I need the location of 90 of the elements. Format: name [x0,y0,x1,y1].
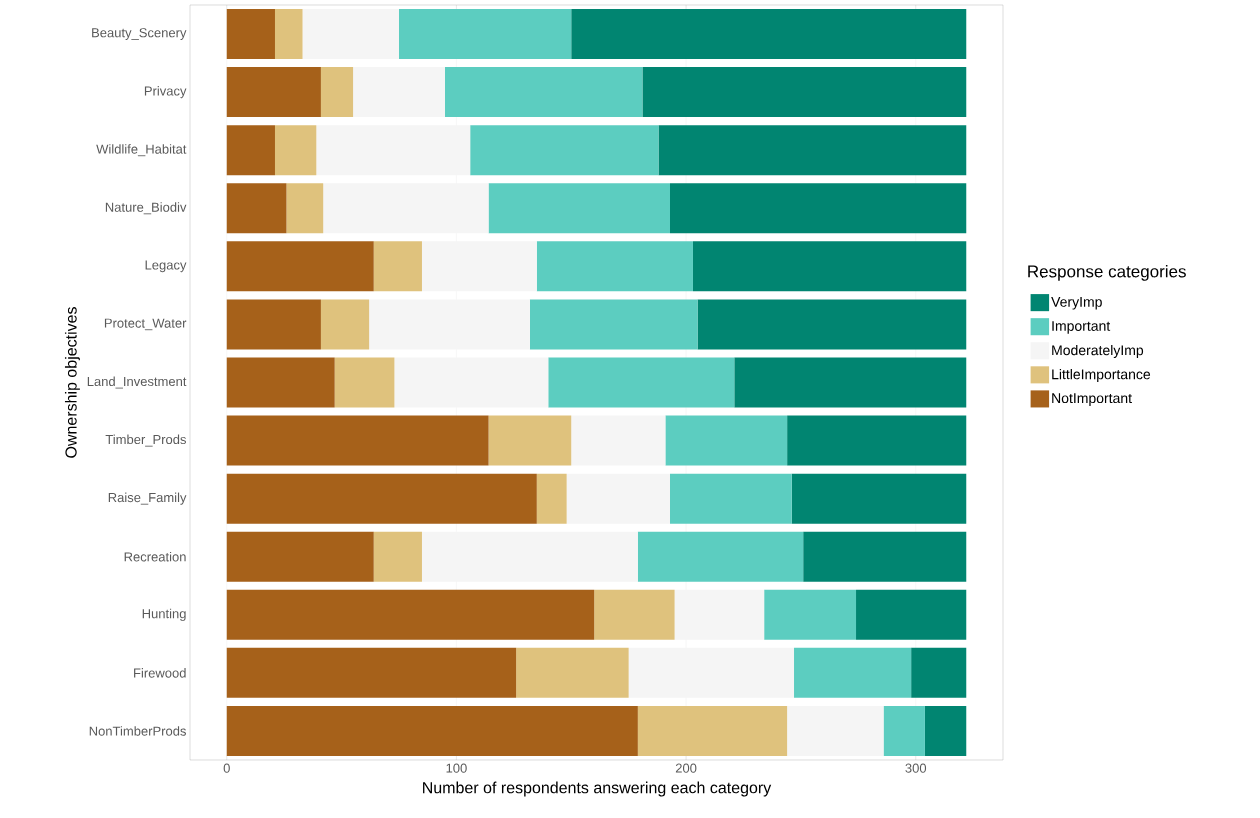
y-axis-title: Ownership objectives [64,307,80,458]
y-tick-label: Firewood [134,668,186,678]
bar [697,299,967,350]
y-tick-label: Privacy [144,86,187,99]
bar [548,357,735,408]
bar [226,9,275,60]
bar [674,589,765,640]
bar [911,647,967,698]
bar [791,473,967,524]
bar [856,589,967,640]
y-tick-label: Raise_Family [108,492,187,505]
bar [274,9,303,60]
bar [302,9,399,60]
x-tick-label: 300 [905,763,927,773]
bar [316,125,471,176]
bar [566,473,670,524]
bar [226,357,335,408]
bar [226,299,321,350]
y-tick-label: Hunting [142,608,186,621]
legend-label: Important [1052,321,1111,334]
y-tick-label: Land_Investment [87,376,187,389]
y-tick-label: Nature_Biodiv [105,202,187,215]
bar [323,183,489,234]
legend-label: LittleImportance [1052,369,1151,383]
bar [286,183,324,234]
bar [764,589,857,640]
bar [536,241,693,292]
bar [226,183,287,234]
bar [642,67,967,118]
bar [488,415,572,466]
x-axis-title: Number of respondents answering each category [423,781,772,797]
bar [421,531,638,582]
bar [734,357,967,408]
bar [670,473,792,524]
y-tick-label: Beauty_Scenery [92,28,187,40]
y-tick-label: Protect_Water [104,318,187,331]
bar [536,473,567,524]
bar [394,357,549,408]
bar [787,705,884,756]
x-tick-label: 200 [675,763,697,773]
bar [787,415,967,466]
y-tick-label: Legacy [145,260,187,273]
x-tick-label: 0 [223,763,230,773]
legend-label: ModeratelyImp [1052,344,1144,358]
bar [658,125,967,176]
bar [353,67,445,118]
bar [924,705,967,756]
bar [334,357,395,408]
bar [794,647,912,698]
bar [421,241,537,292]
bar [226,415,489,466]
bar [488,183,670,234]
bar [571,9,967,60]
y-tick-label: NonTimberProds [89,726,186,736]
bar [399,9,572,60]
x-tick-label: 100 [446,763,467,773]
bar [373,241,422,292]
bar [883,705,925,756]
legend-title: Response categories [1028,264,1186,281]
bar [637,705,788,756]
bar [803,531,967,582]
bar [692,241,967,292]
bar [226,473,537,524]
bar [226,241,374,292]
bar [637,531,804,582]
bar [628,647,795,698]
legend-label: NotImportant [1052,393,1132,406]
bar [274,125,317,176]
bar [320,67,354,118]
y-tick-label: Recreation [124,551,186,562]
bar [373,531,422,582]
bar [470,125,659,176]
y-tick-label: Timber_Prods [105,434,186,447]
bar [571,415,666,466]
bar [226,67,321,118]
bar [226,647,517,698]
bar [226,125,275,176]
bar [226,531,374,582]
bar [320,299,370,350]
bar [529,299,698,350]
bar [670,183,967,234]
bar [594,589,675,640]
y-tick-label: Wildlife_Habitat [96,144,187,157]
legend-label: VeryImp [1051,297,1102,310]
bar [369,299,530,350]
bar [665,415,788,466]
bar [226,705,638,756]
bar [444,67,643,118]
bar [226,589,595,640]
bar [516,647,629,698]
